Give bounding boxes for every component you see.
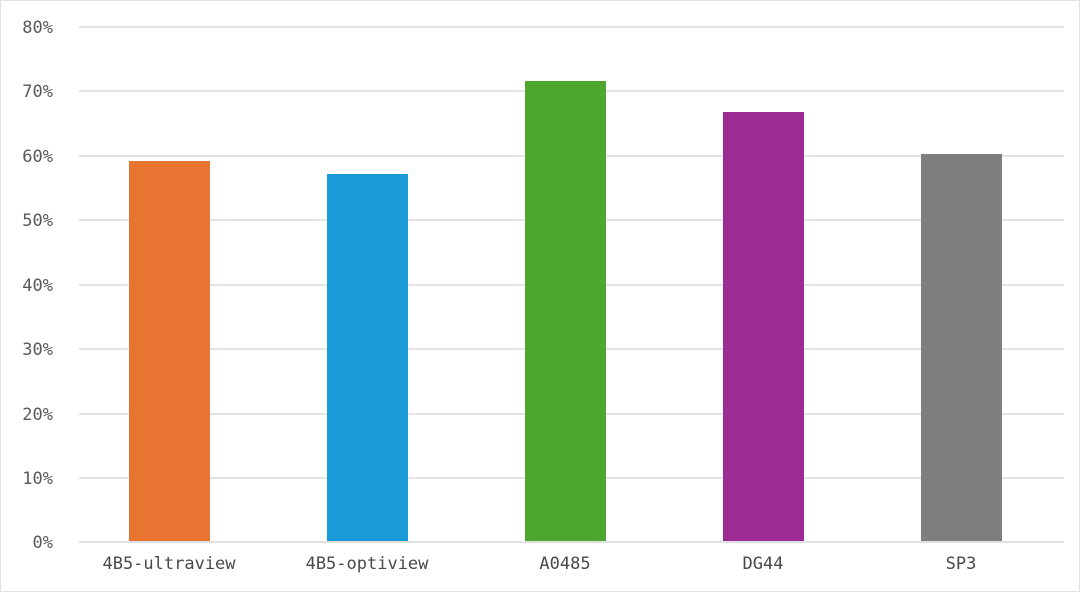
bar-dg44[interactable] — [723, 112, 804, 541]
y-axis-tick-40: 40% — [22, 276, 53, 296]
x-axis-label-dg44: DG44 — [742, 554, 784, 574]
x-axis-label-4b5-ultraview: 4B5-ultraview — [102, 554, 236, 574]
y-axis-tick-10: 10% — [22, 469, 53, 489]
gridline-0-baseline — [79, 541, 1064, 543]
y-axis-tick-80: 80% — [22, 18, 53, 38]
y-axis-tick-30: 30% — [22, 340, 53, 360]
y-axis-tick-0: 0% — [32, 533, 53, 553]
bar-4b5-ultraview[interactable] — [129, 161, 210, 541]
x-axis-label-a0485: A0485 — [539, 554, 591, 574]
bar-a0485[interactable] — [525, 81, 606, 541]
y-axis-tick-50: 50% — [22, 211, 53, 231]
y-axis-tick-60: 60% — [22, 147, 53, 167]
y-axis-tick-20: 20% — [22, 405, 53, 425]
x-axis-label-sp3: SP3 — [945, 554, 977, 574]
bar-sp3[interactable] — [921, 154, 1002, 541]
y-axis-tick-70: 70% — [22, 82, 53, 102]
x-axis-label-4b5-optiview: 4B5-optiview — [305, 554, 429, 574]
gridline-80 — [79, 26, 1064, 28]
bar-4b5-optiview[interactable] — [327, 174, 408, 541]
bars-layer — [79, 1, 1064, 593]
